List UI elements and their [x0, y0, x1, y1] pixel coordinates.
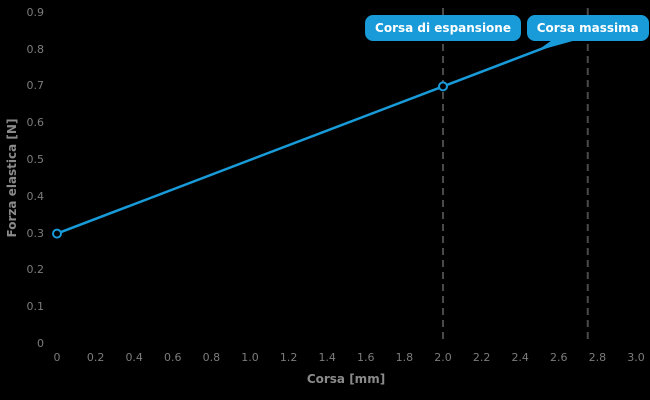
y-tick-label: 0.5: [26, 153, 45, 166]
x-tick-label: 2.4: [511, 351, 529, 364]
x-tick-label: 1.2: [279, 351, 298, 364]
x-tick-label: 2.6: [550, 351, 568, 364]
x-tick-label: 2.8: [588, 351, 607, 364]
y-tick-label: 0.9: [26, 5, 45, 19]
x-tick-label: 2.0: [434, 351, 452, 364]
y-tick-label: 0: [37, 337, 44, 350]
x-tick-label: 1.8: [395, 351, 414, 364]
y-axis-title: Forza elastica [N]: [5, 118, 19, 238]
annotation-bubble-tail: [536, 41, 573, 51]
annotation-bubble-corsa-massima: Corsa massima: [526, 15, 649, 41]
y-tick-label: 0.8: [26, 42, 45, 56]
x-tick-label: 0.4: [125, 351, 143, 364]
x-tick-label: 0.8: [202, 351, 221, 364]
x-tick-label: 2.2: [472, 351, 491, 364]
x-tick-label: 0.6: [164, 351, 182, 364]
x-axis-title: Corsa [mm]: [306, 372, 386, 386]
annotation-bubble-corsa-di-espansione: Corsa di espansione: [365, 15, 521, 41]
x-tick-label: 1.4: [318, 351, 336, 364]
data-line-forza-elastica: [56, 30, 589, 235]
x-tick-label: 1.6: [357, 351, 375, 364]
y-tick-label: 0.7: [26, 79, 45, 93]
y-tick-label: 0.2: [26, 263, 45, 277]
x-tick-label: 1.0: [241, 351, 259, 364]
y-tick-label: 0.3: [26, 226, 45, 240]
data-point-marker-1: [438, 81, 448, 92]
y-tick-label: 0.4: [26, 189, 45, 203]
x-tick-label: 3.0: [627, 351, 645, 364]
y-tick-label: 0.1: [26, 300, 45, 314]
x-tick-label: 0: [53, 351, 61, 364]
y-tick-label: 0.6: [26, 116, 45, 130]
data-point-marker-0: [52, 228, 62, 239]
x-tick-label: 0.2: [86, 351, 105, 364]
